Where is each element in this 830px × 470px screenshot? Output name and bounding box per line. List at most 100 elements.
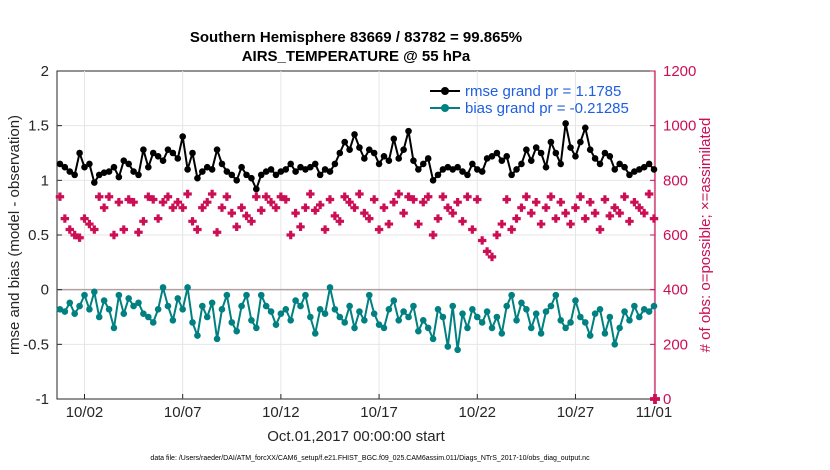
rmse-point <box>537 149 545 157</box>
x-tick-label: 10/07 <box>164 404 202 421</box>
rmse-point <box>596 160 604 168</box>
rmse-point <box>262 168 270 175</box>
y-tick-label: 0 <box>41 282 49 299</box>
obs-count-point <box>581 214 590 223</box>
rmse-point <box>395 155 403 162</box>
rmse-point <box>297 163 304 171</box>
rmse-point <box>213 146 221 154</box>
bias-point <box>606 313 614 321</box>
obs-count-point <box>360 208 369 218</box>
obs-count-point <box>114 198 124 207</box>
legend-bias-label: bias grand pr = -0.21285 <box>465 100 629 117</box>
obs-count-point <box>428 230 438 240</box>
bias-point <box>105 306 113 313</box>
obs-count-point <box>178 203 187 212</box>
bias-point <box>297 302 304 310</box>
rmse-point <box>135 171 142 179</box>
rmse-point <box>199 168 206 175</box>
bias-point <box>218 306 226 313</box>
rmse-point <box>356 144 363 151</box>
obs-count-point <box>365 214 374 223</box>
bias-point <box>140 310 147 318</box>
rmse-point <box>415 166 422 173</box>
x-tick-label: 10/02 <box>66 404 104 421</box>
obs-count-point <box>345 198 354 207</box>
obs-count-point <box>124 195 133 204</box>
bias-point <box>76 302 83 310</box>
obs-count-point <box>409 195 418 204</box>
rmse-point <box>164 146 172 154</box>
obs-count-point <box>149 195 158 204</box>
rmse-point <box>326 168 334 175</box>
bias-point <box>135 299 142 307</box>
bias-point <box>130 302 137 310</box>
rmse-point <box>645 160 653 168</box>
bias-point <box>439 313 447 321</box>
rmse-point <box>419 160 427 168</box>
bias-point <box>552 291 560 299</box>
obs-count-point <box>639 208 649 218</box>
obs-count-point <box>340 192 349 201</box>
bias-point <box>419 316 427 324</box>
obs-count-point <box>104 192 114 201</box>
obs-count-point <box>173 198 182 207</box>
legend-rmse-label: rmse grand pr = 1.1785 <box>465 83 621 100</box>
bias-point <box>262 302 270 310</box>
obs-count-point <box>198 203 207 212</box>
bias-point <box>316 306 324 313</box>
rmse-point <box>552 149 560 157</box>
obs-count-point <box>414 219 423 229</box>
bias-point <box>81 291 88 299</box>
obs-count-point <box>335 217 344 226</box>
obs-count-point <box>615 208 624 218</box>
bias-point <box>208 299 216 307</box>
rmse-point <box>449 166 457 173</box>
bias-point <box>459 310 466 318</box>
rmse-point <box>557 160 565 168</box>
bias-point <box>189 319 196 326</box>
rmse-point <box>120 157 128 164</box>
rmse-point <box>140 146 147 154</box>
bias-point <box>120 310 128 318</box>
bias-point <box>71 310 78 318</box>
rmse-point <box>459 168 466 175</box>
bias-point <box>375 321 383 328</box>
obs-count-point <box>468 225 477 234</box>
obs-count-point <box>630 198 639 207</box>
rmse-point <box>591 155 599 162</box>
bias-point <box>469 306 476 313</box>
rmse-point <box>91 179 98 186</box>
bias-point <box>228 319 236 326</box>
rmse-point <box>341 138 349 146</box>
rmse-point <box>424 155 432 162</box>
obs-count-point <box>144 192 153 201</box>
rmse-point <box>493 149 501 157</box>
rmse-point <box>267 166 275 173</box>
obs-count-point <box>266 198 276 207</box>
obs-count-point <box>261 192 271 201</box>
obs-count-point <box>134 228 143 237</box>
obs-count-point <box>325 195 335 204</box>
x-tick-label: 10/27 <box>557 404 595 421</box>
obs-count-point <box>168 203 178 212</box>
obs-count-point <box>443 203 453 212</box>
obs-count-point <box>453 198 462 207</box>
bias-point <box>557 316 565 324</box>
obs-count-point <box>585 198 595 207</box>
bias-point <box>626 316 633 324</box>
bias-point <box>307 313 314 321</box>
rmse-point <box>149 149 157 157</box>
bias-point <box>233 327 240 335</box>
bias-point <box>434 306 442 313</box>
rmse-point <box>478 168 486 175</box>
y-right-tick-label: 1000 <box>663 118 696 135</box>
obs-count-point <box>482 247 492 256</box>
obs-count-point <box>350 203 359 212</box>
rmse-point <box>351 131 358 138</box>
bias-point <box>562 324 569 332</box>
obs-count-point <box>188 217 197 226</box>
bias-point <box>572 297 579 304</box>
rmse-point <box>169 149 177 157</box>
legend-rmse-marker <box>441 87 449 95</box>
y-tick-label: 1 <box>41 172 49 189</box>
